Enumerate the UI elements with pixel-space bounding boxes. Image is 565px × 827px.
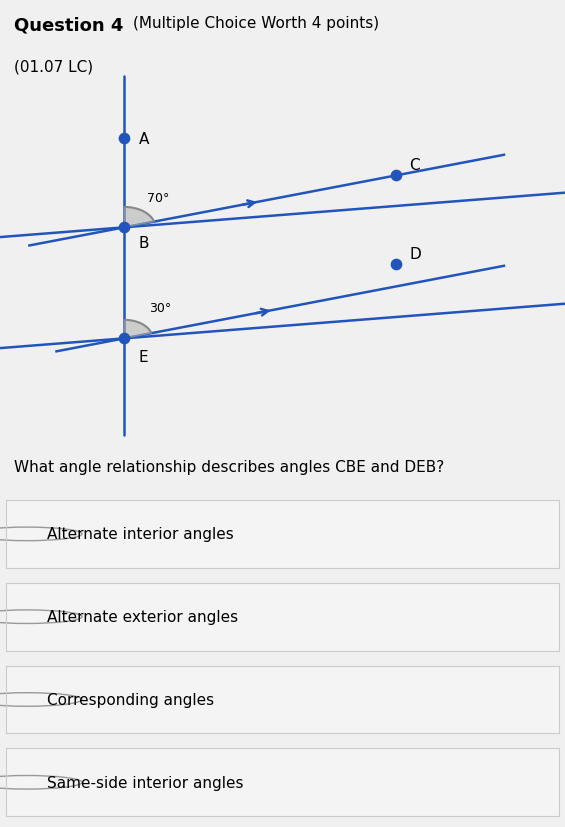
Text: What angle relationship describes angles CBE and DEB?: What angle relationship describes angles… [14,460,445,475]
Text: Alternate interior angles: Alternate interior angles [47,527,234,542]
Text: (01.07 LC): (01.07 LC) [14,60,93,74]
Text: A: A [138,131,149,147]
Text: Question 4: Question 4 [14,16,124,34]
Text: Same-side interior angles: Same-side interior angles [47,775,244,790]
Text: D: D [410,246,421,261]
Text: Corresponding angles: Corresponding angles [47,692,214,707]
Point [391,258,400,271]
Text: 70°: 70° [147,192,170,205]
Text: C: C [410,158,420,173]
Point [120,332,129,346]
Polygon shape [124,320,151,339]
Point [391,170,400,183]
Text: B: B [138,236,149,251]
Point [120,132,129,146]
Text: (Multiple Choice Worth 4 points): (Multiple Choice Worth 4 points) [133,16,379,31]
Text: E: E [138,350,148,365]
Text: Alternate exterior angles: Alternate exterior angles [47,609,238,624]
Point [120,222,129,235]
Text: 30°: 30° [149,301,171,314]
Polygon shape [124,208,154,228]
